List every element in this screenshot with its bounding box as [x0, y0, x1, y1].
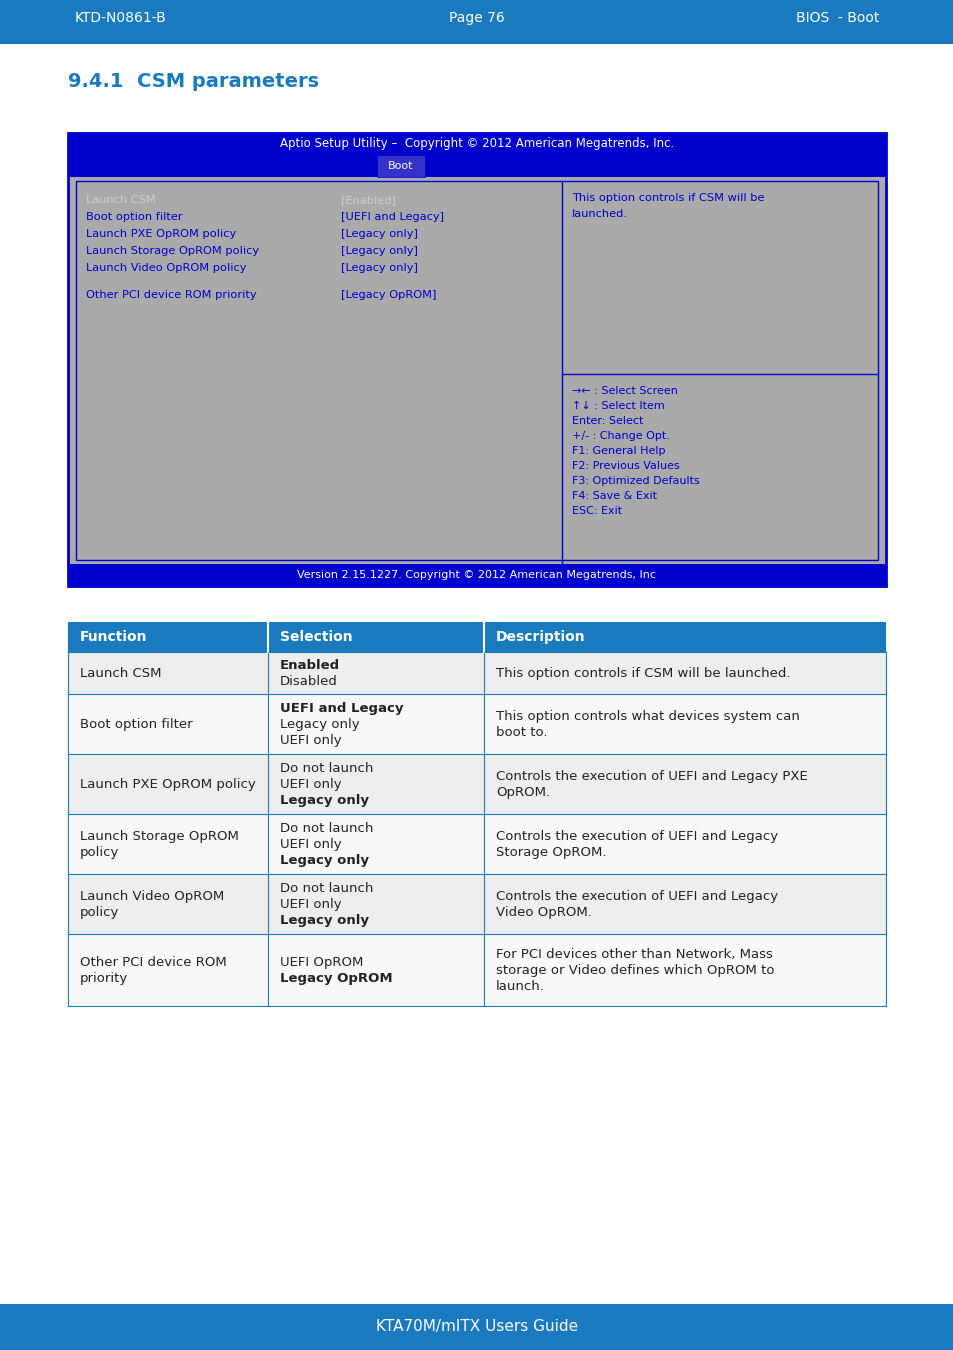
Text: UEFI only: UEFI only [280, 898, 341, 911]
Text: Launch CSM: Launch CSM [80, 667, 161, 680]
Text: Launch PXE OpROM policy: Launch PXE OpROM policy [80, 778, 255, 791]
Text: [Legacy only]: [Legacy only] [340, 263, 417, 273]
Text: launch.: launch. [496, 980, 544, 994]
Text: Controls the execution of UEFI and Legacy: Controls the execution of UEFI and Legac… [496, 830, 778, 842]
Text: Page 76: Page 76 [449, 11, 504, 26]
Text: For PCI devices other than Network, Mass: For PCI devices other than Network, Mass [496, 948, 772, 961]
Text: F2: Previous Values: F2: Previous Values [572, 460, 679, 471]
Text: Disabled: Disabled [280, 675, 337, 688]
Text: Boot option filter: Boot option filter [86, 212, 182, 221]
Text: Boot: Boot [388, 161, 414, 171]
Text: KTD-N0861-B: KTD-N0861-B [75, 11, 167, 26]
Text: UEFI only: UEFI only [280, 778, 341, 791]
Text: ↑↓ : Select Item: ↑↓ : Select Item [572, 401, 664, 410]
Text: Do not launch: Do not launch [280, 761, 373, 775]
Text: [Legacy only]: [Legacy only] [340, 230, 417, 239]
Bar [0, 0, 953, 36]
Text: UEFI and Legacy: UEFI and Legacy [280, 702, 403, 716]
Text: Boot option filter: Boot option filter [80, 718, 193, 730]
Text: Enabled: Enabled [280, 659, 340, 672]
Text: This option controls if CSM will be launched.: This option controls if CSM will be laun… [496, 667, 790, 680]
Bar [76, 181, 877, 560]
Text: 9.4.1  CSM parameters: 9.4.1 CSM parameters [68, 72, 319, 90]
Text: Launch PXE OpROM policy: Launch PXE OpROM policy [86, 230, 236, 239]
Text: UEFI only: UEFI only [280, 838, 341, 850]
Text: This option controls what devices system can: This option controls what devices system… [496, 710, 799, 724]
Bar [68, 652, 885, 694]
Bar [68, 622, 885, 652]
Text: This option controls if CSM will be: This option controls if CSM will be [572, 193, 763, 202]
Text: KTA70M/mITX Users Guide: KTA70M/mITX Users Guide [375, 1319, 578, 1335]
Bar [0, 34, 953, 45]
Text: launched.: launched. [572, 209, 627, 219]
Text: Aptio Setup Utility –  Copyright © 2012 American Megatrends, Inc.: Aptio Setup Utility – Copyright © 2012 A… [279, 138, 674, 150]
Text: F3: Optimized Defaults: F3: Optimized Defaults [572, 477, 699, 486]
Text: Launch Storage OpROM: Launch Storage OpROM [80, 830, 238, 842]
Text: boot to.: boot to. [496, 726, 547, 738]
Text: Description: Description [496, 630, 585, 644]
Text: Other PCI device ROM priority: Other PCI device ROM priority [86, 290, 256, 300]
Text: policy: policy [80, 906, 119, 919]
Bar [68, 814, 885, 873]
Text: UEFI OpROM: UEFI OpROM [280, 956, 363, 969]
Text: Do not launch: Do not launch [280, 882, 373, 895]
Bar [68, 134, 885, 586]
Text: Legacy OpROM: Legacy OpROM [280, 972, 393, 986]
Bar [68, 755, 885, 814]
Bar [68, 873, 885, 934]
Text: Legacy only: Legacy only [280, 914, 369, 927]
Text: policy: policy [80, 846, 119, 859]
Text: BIOS  - Boot: BIOS - Boot [795, 11, 878, 26]
Text: F1: General Help: F1: General Help [572, 446, 665, 456]
Text: Launch Storage OpROM policy: Launch Storage OpROM policy [86, 246, 259, 256]
Text: [Legacy only]: [Legacy only] [340, 246, 417, 256]
Text: Version 2.15.1227. Copyright © 2012 American Megatrends, Inc: Version 2.15.1227. Copyright © 2012 Amer… [297, 570, 656, 580]
Text: Storage OpROM.: Storage OpROM. [496, 846, 606, 859]
Text: Legacy only: Legacy only [280, 855, 369, 867]
Text: Legacy only: Legacy only [280, 794, 369, 807]
Text: Launch Video OpROM: Launch Video OpROM [80, 890, 224, 903]
Text: +/- : Change Opt.: +/- : Change Opt. [572, 431, 669, 441]
Bar [68, 934, 885, 1006]
Text: OpROM.: OpROM. [496, 786, 550, 799]
Text: Enter: Select: Enter: Select [572, 416, 642, 427]
Text: Launch CSM: Launch CSM [86, 194, 155, 205]
Bar [68, 155, 885, 177]
Text: →← : Select Screen: →← : Select Screen [572, 386, 678, 396]
Text: [UEFI and Legacy]: [UEFI and Legacy] [340, 212, 443, 221]
Text: Other PCI device ROM: Other PCI device ROM [80, 956, 227, 969]
Text: Legacy only: Legacy only [280, 718, 359, 730]
Text: [Legacy OpROM]: [Legacy OpROM] [340, 290, 436, 300]
Text: Controls the execution of UEFI and Legacy PXE: Controls the execution of UEFI and Legac… [496, 769, 807, 783]
Text: Controls the execution of UEFI and Legacy: Controls the execution of UEFI and Legac… [496, 890, 778, 903]
Text: [Enabled]: [Enabled] [340, 194, 395, 205]
Text: UEFI only: UEFI only [280, 734, 341, 747]
Text: storage or Video defines which OpROM to: storage or Video defines which OpROM to [496, 964, 774, 977]
Bar [376, 155, 424, 177]
Text: priority: priority [80, 972, 128, 986]
Bar [68, 564, 885, 586]
Text: Video OpROM.: Video OpROM. [496, 906, 591, 919]
Text: Launch Video OpROM policy: Launch Video OpROM policy [86, 263, 246, 273]
Text: Function: Function [80, 630, 148, 644]
Text: F4: Save & Exit: F4: Save & Exit [572, 491, 657, 501]
Bar [68, 134, 885, 155]
Bar [0, 1304, 953, 1350]
Bar [68, 694, 885, 755]
Text: Do not launch: Do not launch [280, 822, 373, 836]
Text: ESC: Exit: ESC: Exit [572, 506, 621, 516]
Text: Selection: Selection [280, 630, 353, 644]
